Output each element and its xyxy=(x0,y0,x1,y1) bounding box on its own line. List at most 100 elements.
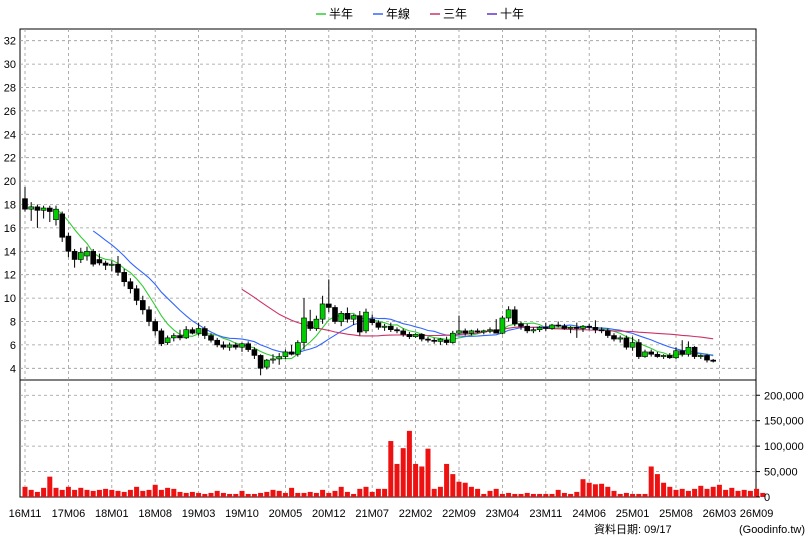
candle-body xyxy=(78,252,84,260)
x-tick-label: 26M09 xyxy=(740,508,774,520)
volume-bar xyxy=(685,490,691,497)
volume-bar xyxy=(109,489,115,497)
candle-body xyxy=(381,325,388,328)
candle-body xyxy=(648,351,655,355)
candle-body xyxy=(282,351,289,357)
legend: 半年 年線 三年 十年 xyxy=(316,6,524,21)
volume-bar xyxy=(158,489,164,497)
ma-line-0 xyxy=(55,208,714,360)
ma-line-1 xyxy=(92,230,714,356)
volume-bar xyxy=(580,479,586,497)
candle-body xyxy=(164,337,171,343)
candle-body xyxy=(654,353,661,357)
candle-body xyxy=(276,356,283,360)
candle-body xyxy=(611,335,617,340)
x-tick-label: 23M04 xyxy=(486,508,520,520)
volume-bar xyxy=(264,491,270,497)
candle-body xyxy=(152,321,158,332)
candle-body xyxy=(183,329,189,339)
candle-body xyxy=(40,207,47,211)
candle-body xyxy=(121,272,127,283)
volume-bar xyxy=(661,482,667,497)
volume-bar xyxy=(28,489,34,497)
candle-body xyxy=(102,262,109,266)
volume-bar xyxy=(214,490,220,497)
candle-body xyxy=(233,344,239,348)
volume-bar xyxy=(729,487,735,497)
candle-body xyxy=(270,358,276,361)
volume-bar xyxy=(115,490,121,497)
volume-bar xyxy=(103,488,109,497)
price-tick-label: 16 xyxy=(4,223,16,235)
volume-bar xyxy=(543,493,549,497)
volume-bar xyxy=(673,489,679,497)
volume-bar xyxy=(369,491,375,497)
volume-bar xyxy=(654,474,660,497)
volume-bar xyxy=(419,466,425,497)
price-axis: 4 6 8 10 12 14 16 18 20 22 24 26 28 30 32 xyxy=(4,36,16,376)
volume-bar xyxy=(611,490,617,497)
candle-body xyxy=(518,323,524,327)
volume-bar xyxy=(258,492,264,497)
volume-bar xyxy=(183,492,189,497)
candle-body xyxy=(456,330,462,334)
volume-bar xyxy=(524,492,530,497)
volume-bar xyxy=(679,488,685,497)
volume-bar xyxy=(41,487,47,497)
volume-bar xyxy=(65,486,71,497)
volume-bar xyxy=(301,492,307,497)
candle-body xyxy=(288,351,295,355)
volume-tick-label: 50,000 xyxy=(764,467,798,479)
candle-body xyxy=(369,318,376,323)
candle-body xyxy=(294,342,301,355)
volume-panel xyxy=(19,379,757,498)
candle-body xyxy=(511,309,518,325)
volume-bar xyxy=(295,492,301,497)
volume-bar xyxy=(487,490,493,497)
price-tick-label: 26 xyxy=(4,106,16,118)
volume-bar xyxy=(710,486,716,497)
candle-body xyxy=(53,208,59,221)
candle-body xyxy=(307,321,314,329)
price-tick-label: 10 xyxy=(4,293,16,305)
candle-body xyxy=(443,339,450,343)
x-tick-label: 20M12 xyxy=(312,508,346,520)
candle-body xyxy=(400,330,407,335)
volume-bar xyxy=(735,490,741,497)
volume-bar xyxy=(431,488,437,497)
volume-bar xyxy=(220,492,226,497)
price-tick-label: 22 xyxy=(4,153,16,165)
candle-body xyxy=(493,329,500,334)
price-tick-label: 32 xyxy=(4,36,16,48)
volume-bar xyxy=(140,490,146,497)
candle-body xyxy=(505,309,512,319)
volume-bar xyxy=(704,488,710,497)
volume-bar xyxy=(332,490,338,497)
volume-bar xyxy=(196,492,202,497)
volume-bar xyxy=(326,492,332,497)
volume-bar xyxy=(561,492,567,497)
price-tick-label: 28 xyxy=(4,83,16,95)
volume-bar xyxy=(636,493,642,497)
candle-body xyxy=(301,317,307,343)
x-tick-label: 22M09 xyxy=(442,508,476,520)
x-tick-label: 24M06 xyxy=(572,508,606,520)
volume-bar xyxy=(96,489,102,497)
volume-bar xyxy=(605,486,611,497)
volume-bar xyxy=(425,448,431,497)
volume-tick-label: 100,000 xyxy=(764,441,804,453)
volume-bar xyxy=(53,487,59,497)
volume-bar xyxy=(468,486,474,497)
volume-bar xyxy=(450,474,456,497)
volume-bar xyxy=(406,430,412,497)
volume-bar xyxy=(617,493,623,497)
volume-bar xyxy=(400,448,406,497)
volume-bar xyxy=(493,488,499,497)
volume-bar xyxy=(127,489,133,497)
candle-body xyxy=(691,346,698,357)
volume-bar xyxy=(177,491,183,497)
candle-body xyxy=(629,342,636,348)
volume-bar xyxy=(307,491,313,497)
volume-bar xyxy=(276,490,282,497)
